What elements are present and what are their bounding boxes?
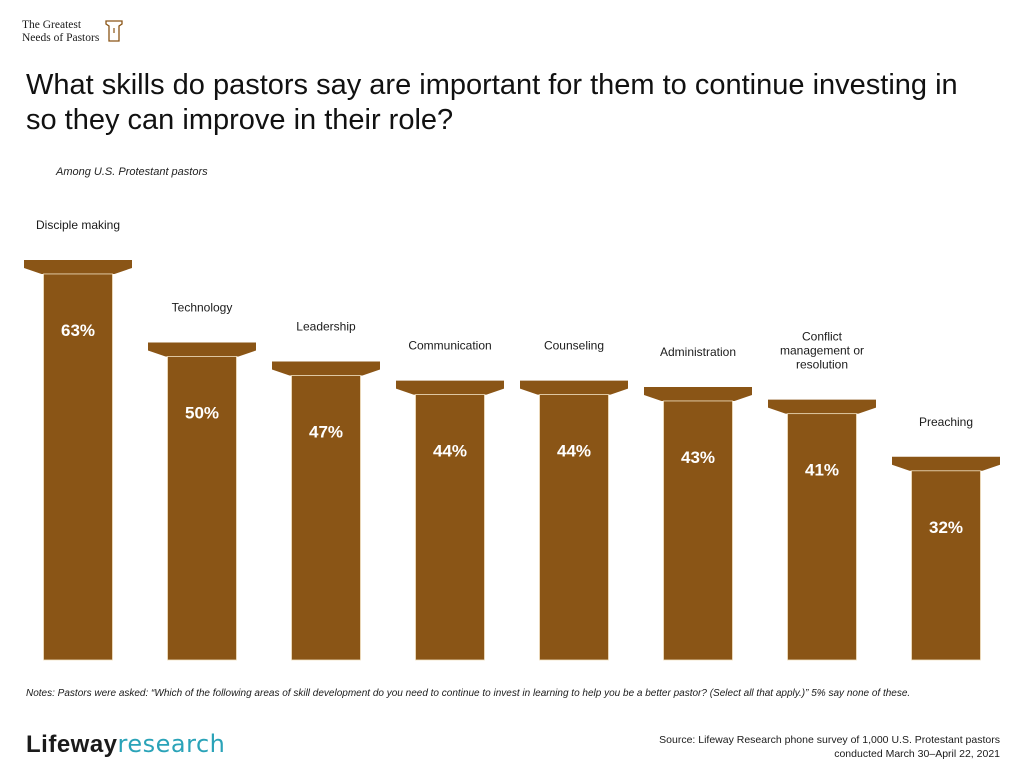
value-label: 44% <box>557 442 591 461</box>
category-label: Preaching <box>919 415 973 429</box>
pillar-shaft <box>291 375 361 661</box>
category-label: Conflict management or resolution <box>780 330 864 372</box>
value-label: 41% <box>805 461 839 480</box>
pillar-capital <box>148 342 256 357</box>
pillar-capital <box>520 380 628 395</box>
source-note: Source: Lifeway Research phone survey of… <box>659 733 1000 761</box>
logo-line-1: The Greatest <box>22 19 82 31</box>
logo-line-2: Needs of Pastors <box>22 32 100 44</box>
category-label: Administration <box>660 345 736 359</box>
pillar-bar: 44% Communication <box>396 339 504 661</box>
brand-research: research <box>117 730 226 758</box>
category-label: Disciple making <box>36 218 120 232</box>
pillar-bar: 32% Preaching <box>892 415 1000 661</box>
header-logo: The Greatest Needs of Pastors <box>22 19 123 45</box>
pillar-bar-chart: 63% Disciple making 50% Technology 47% Leader… <box>24 218 1000 661</box>
source-line-2: conducted March 30–April 22, 2021 <box>834 748 1000 760</box>
category-label: Leadership <box>296 320 356 334</box>
pillar-bar: 44% Counseling <box>520 339 628 661</box>
pillar-shaft <box>43 273 113 661</box>
pillar-shaft <box>167 356 237 661</box>
pillar-capital <box>396 380 504 395</box>
value-label: 43% <box>681 448 715 467</box>
pillar-bar: 41% Conflict management or resolution <box>768 330 876 661</box>
pillar-capital <box>272 361 380 376</box>
pillar-capital <box>644 386 752 401</box>
pillar-shaft <box>539 394 609 661</box>
brand-lifeway: Lifeway <box>26 731 118 758</box>
source-line-1: Source: Lifeway Research phone survey of… <box>659 734 1000 746</box>
value-label: 47% <box>309 423 343 442</box>
pillar-capital <box>24 259 132 274</box>
category-label: Counseling <box>544 339 604 353</box>
category-label: Technology <box>172 301 233 315</box>
pillar-bar: 43% Administration <box>644 345 752 661</box>
pillar-capital <box>892 456 1000 471</box>
value-label: 32% <box>929 518 963 537</box>
category-label: Communication <box>408 339 491 353</box>
value-label: 50% <box>185 404 219 423</box>
pillar-bar: 47% Leadership <box>272 320 380 661</box>
pillar-bar: 50% Technology <box>148 301 256 661</box>
chart-notes: Notes: Pastors were asked: “Which of the… <box>26 688 911 699</box>
pillar-shaft <box>911 470 981 661</box>
logo-text: The Greatest Needs of Pastors <box>22 19 99 45</box>
page-title: What skills do pastors say are important… <box>26 69 958 136</box>
value-label: 63% <box>61 321 95 340</box>
pillar-bar: 63% Disciple making <box>24 218 132 661</box>
pillar-shaft <box>663 400 733 661</box>
chart-subtitle: Among U.S. Protestant pastors <box>56 166 208 178</box>
pillar-shaft <box>415 394 485 661</box>
lifeway-research-logo: Lifewayresearch <box>26 730 225 759</box>
pillar-capital <box>768 399 876 414</box>
value-label: 44% <box>433 442 467 461</box>
pillar-shaft <box>787 413 857 661</box>
pillar-logo-icon <box>105 20 123 42</box>
